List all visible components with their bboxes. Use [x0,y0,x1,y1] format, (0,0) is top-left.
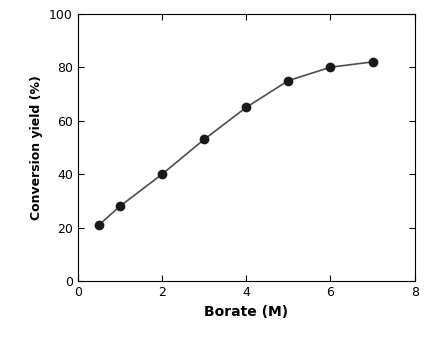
X-axis label: Borate (M): Borate (M) [204,305,288,319]
Y-axis label: Conversion yield (%): Conversion yield (%) [31,75,44,220]
